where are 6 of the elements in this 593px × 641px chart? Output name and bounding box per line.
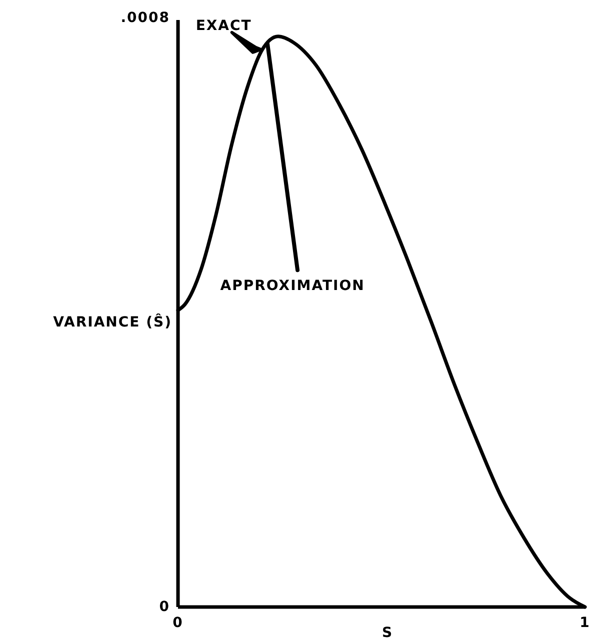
y-axis-title: VARIANCE (Ŝ): [53, 313, 172, 330]
x-axis-title: S: [382, 624, 394, 641]
y-tick-label: .0008: [120, 10, 170, 26]
annotation: APPROXIMATION: [220, 278, 365, 294]
annotation: EXACT: [196, 18, 252, 34]
x-tick-label: 1: [580, 614, 590, 631]
